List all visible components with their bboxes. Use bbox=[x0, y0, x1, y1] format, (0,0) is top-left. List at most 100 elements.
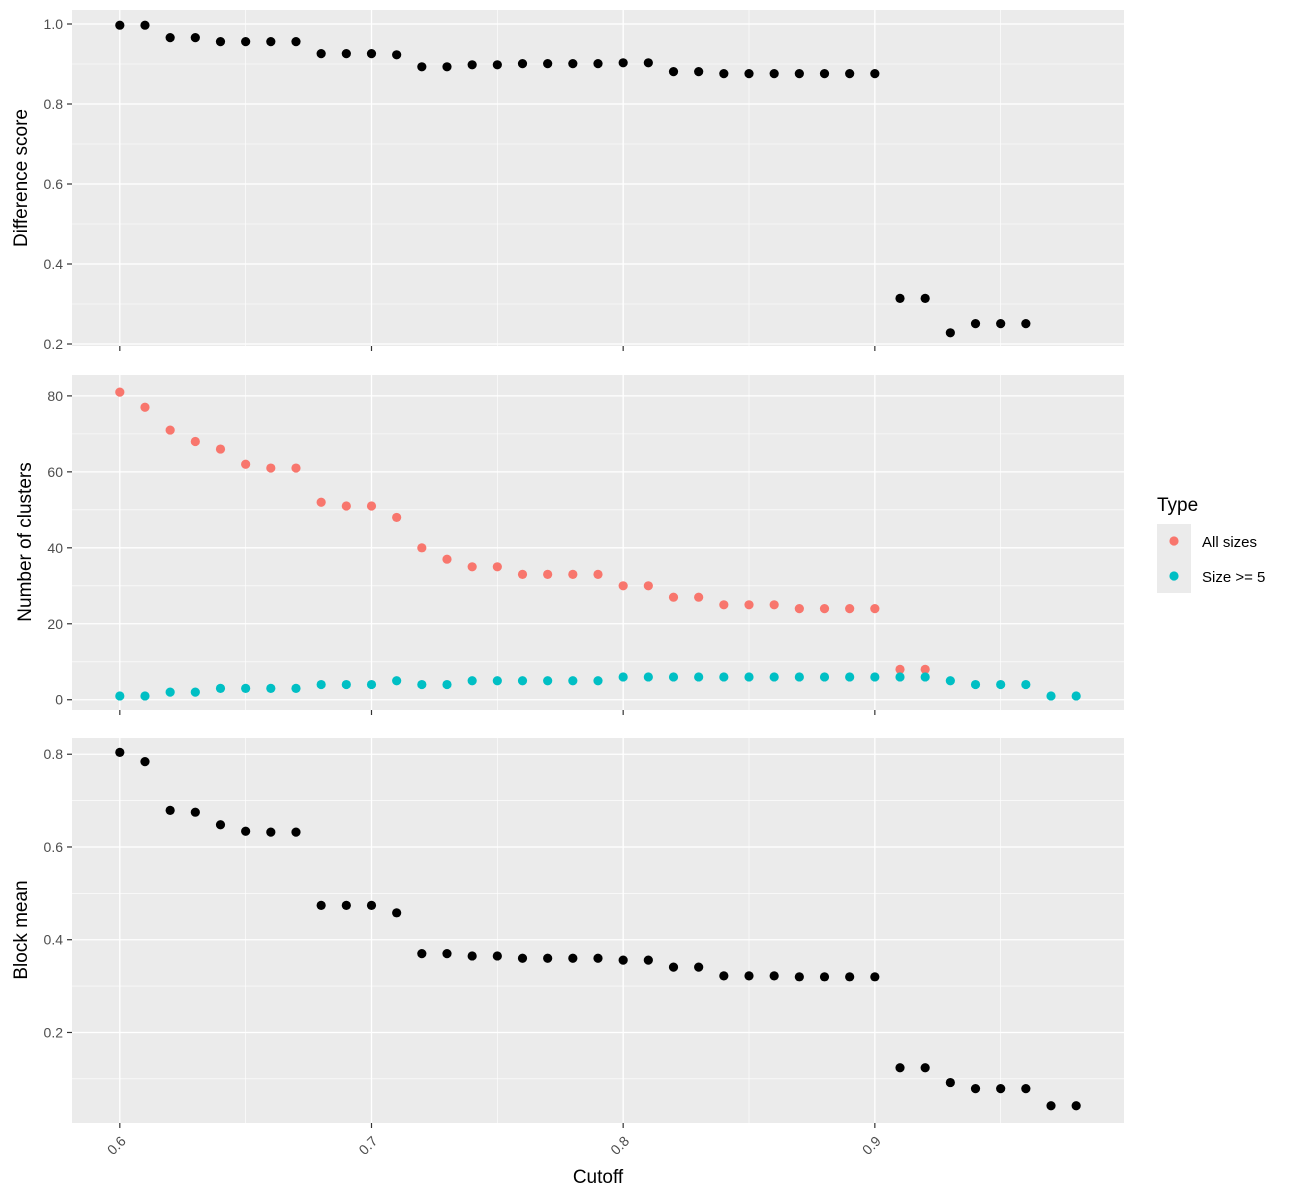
y-tick-label: 80 bbox=[47, 388, 63, 404]
data-point bbox=[291, 683, 301, 693]
points bbox=[115, 747, 1081, 1111]
x-axis-title: Cutoff bbox=[573, 1167, 624, 1188]
data-point bbox=[970, 319, 981, 329]
y-axis-title: Block mean bbox=[11, 880, 32, 979]
data-point bbox=[366, 679, 377, 690]
grid-minor-y bbox=[72, 375, 1124, 710]
data-point bbox=[417, 949, 427, 959]
data-point bbox=[845, 972, 855, 982]
panel-background bbox=[72, 375, 1124, 710]
data-point bbox=[517, 953, 528, 963]
data-point bbox=[870, 672, 880, 682]
data-point bbox=[996, 679, 1006, 690]
data-point bbox=[668, 592, 679, 602]
data-point bbox=[870, 972, 880, 982]
data-point bbox=[215, 820, 226, 830]
data-point bbox=[769, 672, 779, 682]
data-point bbox=[467, 951, 477, 961]
data-point bbox=[140, 20, 150, 30]
data-point bbox=[794, 603, 804, 614]
x-tick-label: 0.8 bbox=[607, 1133, 632, 1158]
data-point bbox=[769, 600, 779, 610]
data-point bbox=[1021, 1083, 1031, 1094]
data-point bbox=[190, 436, 200, 447]
data-point bbox=[744, 672, 754, 682]
data-point bbox=[341, 679, 351, 690]
data-point bbox=[316, 900, 326, 911]
data-point bbox=[165, 805, 175, 815]
data-point bbox=[341, 900, 351, 911]
data-point bbox=[719, 600, 729, 610]
legend-item-size-5: Size >= 5 bbox=[1157, 559, 1265, 593]
data-point bbox=[442, 949, 452, 959]
data-point bbox=[366, 900, 377, 911]
data-point bbox=[1071, 691, 1081, 701]
data-point bbox=[568, 59, 578, 69]
legend-item-all-sizes: All sizes bbox=[1157, 524, 1257, 559]
data-point bbox=[140, 402, 150, 412]
data-point bbox=[442, 62, 452, 72]
data-point bbox=[593, 59, 603, 69]
data-point bbox=[744, 69, 754, 79]
legend-key-dot bbox=[1169, 536, 1179, 546]
data-point bbox=[643, 672, 653, 682]
data-point bbox=[190, 807, 200, 817]
data-point bbox=[568, 569, 578, 580]
data-point bbox=[668, 962, 679, 972]
data-point bbox=[467, 60, 477, 70]
data-point bbox=[266, 463, 276, 473]
data-point bbox=[366, 49, 377, 59]
y-tick-label: 0.4 bbox=[44, 256, 64, 272]
data-point bbox=[819, 69, 830, 79]
data-point bbox=[895, 293, 905, 303]
data-point bbox=[769, 69, 779, 79]
data-point bbox=[996, 1083, 1006, 1094]
grid-major-x bbox=[119, 375, 876, 710]
data-point bbox=[115, 387, 125, 397]
x-tick-label: 0.7 bbox=[355, 1133, 380, 1158]
data-point bbox=[694, 962, 704, 972]
data-point bbox=[794, 972, 804, 982]
data-point bbox=[920, 664, 930, 674]
data-point bbox=[643, 58, 653, 68]
data-point bbox=[517, 569, 528, 580]
data-point bbox=[543, 59, 553, 69]
data-point bbox=[694, 592, 704, 602]
data-point bbox=[618, 955, 628, 965]
data-point bbox=[568, 676, 578, 686]
data-point bbox=[920, 293, 930, 303]
x-ticks bbox=[119, 346, 876, 351]
legend-key-dot bbox=[1169, 571, 1179, 581]
data-point bbox=[291, 827, 301, 837]
data-point bbox=[215, 37, 226, 47]
data-point bbox=[593, 676, 603, 686]
data-point bbox=[618, 672, 628, 682]
data-point bbox=[442, 554, 452, 564]
x-ticks bbox=[119, 710, 876, 715]
data-point bbox=[593, 953, 603, 963]
data-point bbox=[215, 683, 226, 693]
data-point bbox=[819, 672, 830, 682]
data-point bbox=[920, 1063, 930, 1073]
y-ticks: 0.2 0.4 0.6 0.8 bbox=[44, 746, 72, 1040]
data-point bbox=[492, 562, 502, 572]
data-point bbox=[719, 672, 729, 682]
data-point bbox=[392, 676, 402, 686]
panel-background bbox=[72, 738, 1124, 1123]
y-tick-label: 0.8 bbox=[44, 96, 64, 112]
legend-label-all-sizes: All sizes bbox=[1202, 534, 1257, 551]
legend: Type All sizes Size >= 5 bbox=[1157, 495, 1265, 593]
data-point bbox=[819, 603, 830, 614]
data-point bbox=[442, 679, 452, 690]
grid-major-x bbox=[119, 738, 876, 1123]
data-point bbox=[618, 581, 628, 591]
data-point bbox=[694, 67, 704, 77]
data-point bbox=[341, 501, 351, 511]
data-point bbox=[165, 33, 175, 43]
data-point bbox=[543, 569, 553, 580]
data-point bbox=[1021, 319, 1031, 329]
data-point bbox=[341, 49, 351, 59]
data-point bbox=[845, 69, 855, 79]
data-point bbox=[970, 679, 981, 690]
